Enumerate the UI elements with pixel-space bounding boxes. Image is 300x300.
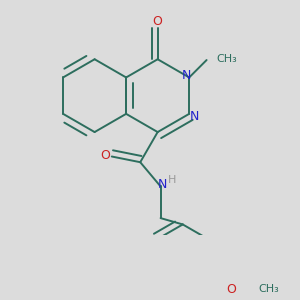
Text: H: H bbox=[168, 175, 176, 185]
Text: N: N bbox=[181, 69, 191, 82]
Text: N: N bbox=[190, 110, 200, 123]
Text: CH₃: CH₃ bbox=[259, 284, 280, 294]
Text: O: O bbox=[153, 15, 163, 28]
Text: CH₃: CH₃ bbox=[217, 54, 238, 64]
Text: O: O bbox=[226, 283, 236, 296]
Text: N: N bbox=[158, 178, 167, 191]
Text: O: O bbox=[100, 149, 110, 162]
